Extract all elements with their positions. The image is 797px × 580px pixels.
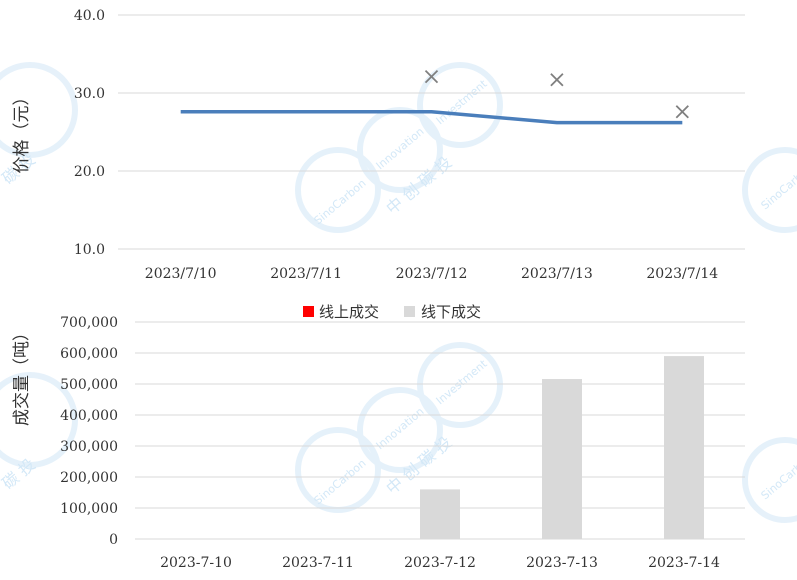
- legend-label-offline: 线下成交: [421, 303, 481, 321]
- volume-y-tick-label: 300,000: [60, 439, 118, 455]
- volume-x-tick-label: 2023-7-12: [404, 555, 476, 571]
- price-x-ticks: 2023/7/10 2023/7/11 2023/7/12 2023/7/13 2023…: [145, 266, 718, 282]
- volume-y-tick-label: 200,000: [60, 470, 118, 486]
- volume-bar-offline: [420, 489, 460, 539]
- marker-stroke: [550, 73, 564, 87]
- price-y-axis-label: 价格（元）: [12, 89, 32, 174]
- svg-text:SinoCarbon: SinoCarbon: [759, 452, 797, 503]
- volume-legend: 线上成交 线下成交: [303, 303, 481, 321]
- volume-y-tick-label: 700,000: [60, 315, 118, 331]
- price-x-marker: [550, 73, 564, 87]
- price-x-marker: [424, 69, 439, 84]
- volume-x-tick-label: 2023-7-13: [526, 555, 598, 571]
- price-gridlines: [118, 14, 745, 250]
- svg-text:SinoCarbon: SinoCarbon: [759, 162, 797, 213]
- volume-y-axis-label: 成交量（吨）: [12, 324, 32, 426]
- price-y-tick-label: 30.0: [74, 86, 105, 102]
- svg-text:SinoCarbon: SinoCarbon: [312, 177, 369, 228]
- price-chart: 10.020.030.040.0 2023/7/10 2023/7/11 2023/…: [12, 8, 745, 282]
- svg-text:Innovation: Innovation: [374, 405, 427, 452]
- price-line-series: [180, 109, 683, 125]
- volume-bars: [420, 356, 704, 539]
- price-x-tick-label: 2023/7/14: [646, 266, 718, 282]
- price-y-tick-label: 20.0: [74, 164, 105, 180]
- price-x-tick-label: 2023/7/10: [145, 266, 217, 282]
- volume-y-ticks: 0 100,000 200,000 300,000 400,000 500,000 600,…: [60, 315, 118, 548]
- volume-x-ticks: 2023-7-10 2023-7-11 2023-7-12 2023-7-13 2023…: [160, 555, 720, 571]
- price-series: [180, 69, 689, 125]
- svg-text:Investment: Investment: [434, 357, 491, 407]
- legend-swatch-offline: [404, 306, 415, 317]
- price-x-marker: [675, 105, 689, 119]
- legend-label-online: 线上成交: [319, 303, 379, 321]
- price-y-tick-label: 10.0: [74, 242, 105, 258]
- volume-x-tick-label: 2023-7-14: [648, 555, 720, 571]
- volume-y-tick-label: 0: [109, 532, 118, 548]
- marker-stroke: [424, 69, 439, 84]
- volume-y-tick-label: 400,000: [60, 408, 118, 424]
- volume-x-tick-label: 2023-7-11: [282, 555, 354, 571]
- volume-y-tick-label: 600,000: [60, 346, 118, 362]
- volume-bar-offline: [542, 379, 582, 539]
- svg-text:Investment: Investment: [434, 77, 491, 127]
- volume-y-tick-label: 500,000: [60, 377, 118, 393]
- svg-text:SinoCarbon: SinoCarbon: [312, 457, 369, 508]
- svg-text:Innovation: Innovation: [374, 125, 427, 172]
- volume-chart: 0 100,000 200,000 300,000 400,000 500,000 600,…: [12, 303, 745, 571]
- volume-x-tick-label: 2023-7-10: [160, 555, 232, 571]
- price-x-tick-label: 2023/7/12: [396, 266, 468, 282]
- price-y-tick-label: 40.0: [74, 8, 105, 24]
- volume-y-tick-label: 100,000: [60, 501, 118, 517]
- legend-swatch-online: [303, 306, 314, 317]
- price-y-ticks: 10.0 20.0 30.0 40.0: [74, 8, 105, 258]
- marker-stroke: [675, 105, 689, 119]
- volume-bar-offline: [664, 356, 704, 539]
- price-x-tick-label: 2023/7/13: [521, 266, 593, 282]
- price-x-tick-label: 2023/7/11: [270, 266, 342, 282]
